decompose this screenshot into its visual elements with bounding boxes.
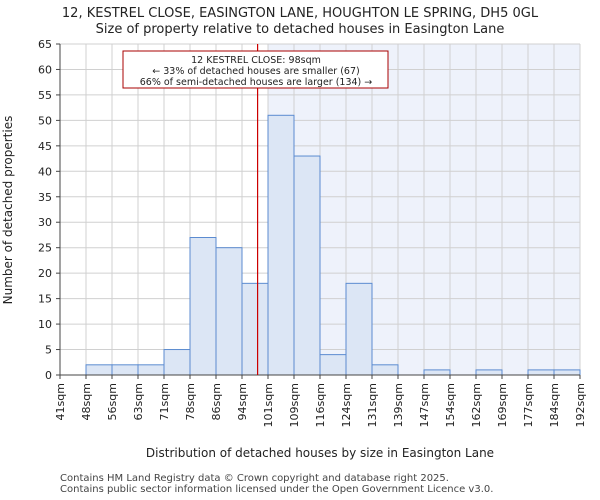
x-tick-label: 139sqm: [392, 383, 405, 427]
y-ticks: 0 5 10 15 20 25 30 35 40 45 50 55 60 65: [38, 38, 60, 382]
x-tick-label: 109sqm: [288, 383, 301, 427]
bar-147sqm: [423, 369, 451, 376]
annotation-border: [122, 50, 389, 89]
bar-63sqm: [137, 364, 165, 376]
x-tick-label: 86sqm: [210, 383, 223, 420]
y-axis-title: Number of detached properties: [1, 116, 15, 305]
x-tick-label: 169sqm: [496, 383, 509, 427]
y-tick-label: 55: [38, 89, 52, 102]
annotation-line-2: ← 33% of detached houses are smaller (67…: [152, 66, 359, 77]
y-tick-label: 20: [38, 267, 52, 280]
x-tick-label: 94sqm: [236, 383, 249, 420]
y-tick-label: 0: [45, 369, 52, 382]
bar-184sqm: [553, 369, 581, 376]
x-tick-label: 192sqm: [574, 383, 587, 427]
y-tick-label: 10: [38, 318, 52, 331]
y-tick-label: 35: [38, 191, 52, 204]
x-tick-label: 116sqm: [314, 383, 327, 427]
x-tick-label: 56sqm: [106, 383, 119, 420]
chart-subtitle: Size of property relative to detached ho…: [96, 22, 505, 37]
y-tick-label: 40: [38, 165, 52, 178]
bar-177sqm: [527, 369, 555, 376]
x-tick-label: 78sqm: [184, 383, 197, 420]
x-ticks: 41sqm 48sqm 56sqm 63sqm 71sqm 78sqm 86sqm 94sqm…: [54, 375, 587, 427]
x-tick-label: 71sqm: [158, 383, 171, 420]
bar-109sqm: [293, 155, 321, 376]
bar-48sqm: [85, 364, 113, 376]
y-tick-label: 50: [38, 114, 52, 127]
bar-116sqm: [319, 354, 347, 376]
bar-131sqm: [371, 364, 399, 376]
footer-attribution-2: Contains public sector information licen…: [60, 484, 494, 495]
x-tick-label: 101sqm: [262, 383, 275, 427]
y-tick-label: 15: [38, 293, 52, 306]
annotation-line-3: 66% of semi-detached houses are larger (…: [140, 77, 373, 88]
bar-124sqm: [345, 282, 373, 376]
x-axis-title: Distribution of detached houses by size …: [146, 446, 494, 460]
annotation-line-1: 12 KESTREL CLOSE: 98sqm: [191, 55, 321, 66]
y-tick-label: 5: [45, 344, 52, 357]
bar-71sqm: [163, 349, 191, 376]
bar-78sqm: [189, 237, 217, 376]
x-tick-label: 177sqm: [522, 383, 535, 427]
y-tick-label: 60: [38, 63, 52, 76]
x-tick-label: 154sqm: [444, 383, 457, 427]
x-tick-label: 162sqm: [470, 383, 483, 427]
y-tick-label: 25: [38, 242, 52, 255]
bar-101sqm: [267, 114, 295, 376]
x-tick-label: 184sqm: [548, 383, 561, 427]
x-tick-label: 147sqm: [418, 383, 431, 427]
bar-94sqm: [241, 282, 269, 376]
bars: [85, 114, 581, 376]
x-tick-label: 63sqm: [132, 383, 145, 420]
y-tick-label: 30: [38, 216, 52, 229]
x-tick-label: 124sqm: [340, 383, 353, 427]
bar-86sqm: [215, 247, 243, 376]
chart-title: 12, KESTREL CLOSE, EASINGTON LANE, HOUGH…: [62, 6, 539, 21]
annotation-box: 12 KESTREL CLOSE: 98sqm ← 33% of detache…: [122, 50, 389, 89]
footer-attribution-1: Contains HM Land Registry data © Crown c…: [60, 473, 449, 484]
x-tick-label: 131sqm: [366, 383, 379, 427]
y-tick-label: 65: [38, 38, 52, 51]
x-tick-label: 48sqm: [80, 383, 93, 420]
y-tick-label: 45: [38, 140, 52, 153]
x-tick-label: 41sqm: [54, 383, 67, 420]
bar-162sqm: [475, 369, 503, 376]
bar-56sqm: [111, 364, 139, 376]
histogram-chart: 12, KESTREL CLOSE, EASINGTON LANE, HOUGH…: [1, 6, 587, 460]
